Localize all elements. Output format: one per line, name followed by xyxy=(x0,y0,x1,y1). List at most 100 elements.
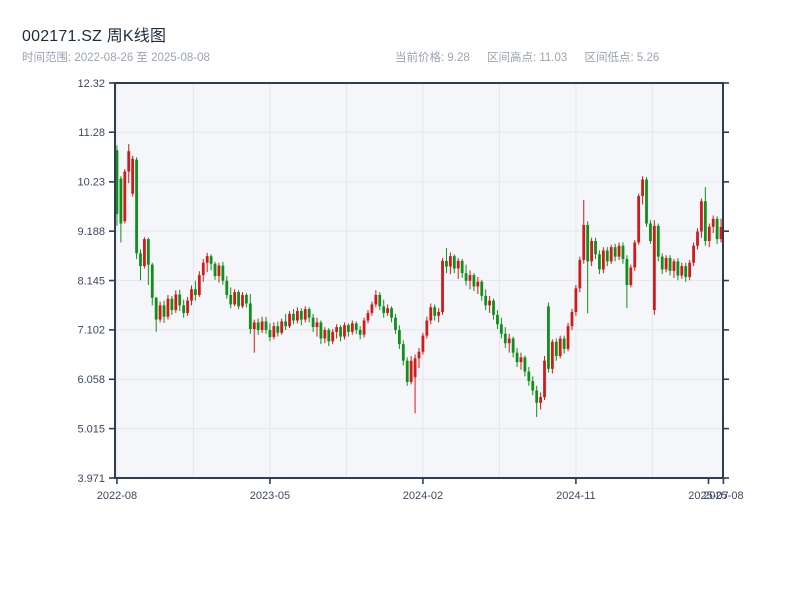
date-range-label: 时间范围: 2022-08-26 至 2025-08-08 xyxy=(22,52,210,64)
candle-body xyxy=(405,360,409,383)
candle-body xyxy=(547,306,550,369)
candle-body xyxy=(280,321,284,333)
candle-body xyxy=(499,324,503,334)
candle-body xyxy=(343,325,346,337)
x-tick-label: 2023-05 xyxy=(250,490,290,502)
candle-body xyxy=(711,218,715,227)
candle-body xyxy=(441,260,444,312)
candle xyxy=(464,264,468,286)
candle-body xyxy=(413,358,417,378)
candle-body xyxy=(696,231,699,246)
candle-body xyxy=(131,158,135,194)
range-low-label: 区间低点: 5.26 xyxy=(584,52,660,64)
candle xyxy=(617,242,621,260)
candle-body xyxy=(237,292,240,307)
candle-body xyxy=(366,312,370,321)
candle xyxy=(456,258,460,279)
candle xyxy=(288,311,291,329)
candle xyxy=(201,258,205,282)
candle xyxy=(523,355,527,377)
candle-body xyxy=(637,196,641,243)
candle-body xyxy=(558,338,562,356)
candle xyxy=(280,318,284,335)
candle xyxy=(397,325,401,349)
candle-body xyxy=(386,308,390,313)
candle-body xyxy=(401,344,405,361)
candle xyxy=(515,347,519,367)
candle xyxy=(221,261,225,285)
candle xyxy=(335,324,339,339)
candle-body xyxy=(484,295,488,306)
candle-body xyxy=(617,245,621,257)
candle xyxy=(354,321,358,334)
candle xyxy=(421,332,425,355)
candle xyxy=(484,289,488,311)
candle xyxy=(590,237,593,267)
current-price-label: 当前价格: 9.28 xyxy=(395,52,470,64)
candle xyxy=(248,294,252,334)
candle xyxy=(562,335,566,354)
candle xyxy=(378,292,382,311)
candle-body xyxy=(186,300,189,313)
candle-body xyxy=(233,292,237,305)
candle xyxy=(150,262,154,306)
candle-body xyxy=(519,357,523,363)
candle-body xyxy=(154,297,158,320)
candle xyxy=(531,376,535,396)
candle-body xyxy=(496,314,499,325)
candle xyxy=(409,355,413,385)
candle xyxy=(205,252,209,273)
candle-body xyxy=(115,150,119,215)
candle-body xyxy=(190,289,193,301)
candle xyxy=(472,273,476,292)
candle xyxy=(480,279,484,301)
candle-body xyxy=(503,333,507,344)
candle xyxy=(405,357,409,386)
candle xyxy=(162,300,166,323)
candle-body xyxy=(645,179,648,224)
candle-body xyxy=(205,256,209,263)
candle-body xyxy=(390,308,393,318)
candle xyxy=(135,157,138,259)
candle-body xyxy=(252,322,256,330)
candle xyxy=(229,287,233,309)
candle-body xyxy=(445,260,448,267)
candle-body xyxy=(276,326,280,333)
candle-body xyxy=(119,178,123,224)
candle-body xyxy=(719,226,723,240)
candle xyxy=(574,285,578,316)
candle xyxy=(197,271,201,297)
candle xyxy=(448,252,452,275)
candle-body xyxy=(613,247,617,257)
y-tick-label: 10.23 xyxy=(77,177,105,189)
candle xyxy=(507,333,511,353)
candles-layer xyxy=(115,144,723,418)
candle-body xyxy=(374,294,378,305)
candle xyxy=(260,316,264,333)
candle xyxy=(346,323,350,337)
candle xyxy=(715,216,719,244)
candle-body xyxy=(692,245,695,263)
candle-body xyxy=(335,327,339,332)
candle-body xyxy=(664,258,668,270)
candle xyxy=(629,264,633,288)
candle xyxy=(676,258,680,281)
candle-body xyxy=(288,313,291,327)
candle xyxy=(315,317,319,337)
candle xyxy=(178,289,182,312)
candle xyxy=(566,322,570,352)
candle-body xyxy=(417,351,421,359)
candle-body xyxy=(197,275,201,295)
candle xyxy=(358,326,362,340)
candle xyxy=(696,228,699,250)
candle xyxy=(370,301,374,316)
y-tick-label: 6.058 xyxy=(77,374,105,386)
candle-body xyxy=(264,321,268,330)
candle-body xyxy=(350,323,354,332)
candle-body xyxy=(507,338,511,344)
candle-body xyxy=(217,265,221,277)
candle xyxy=(684,262,688,282)
candle xyxy=(154,296,158,332)
candle xyxy=(119,176,123,243)
candle xyxy=(284,313,288,330)
